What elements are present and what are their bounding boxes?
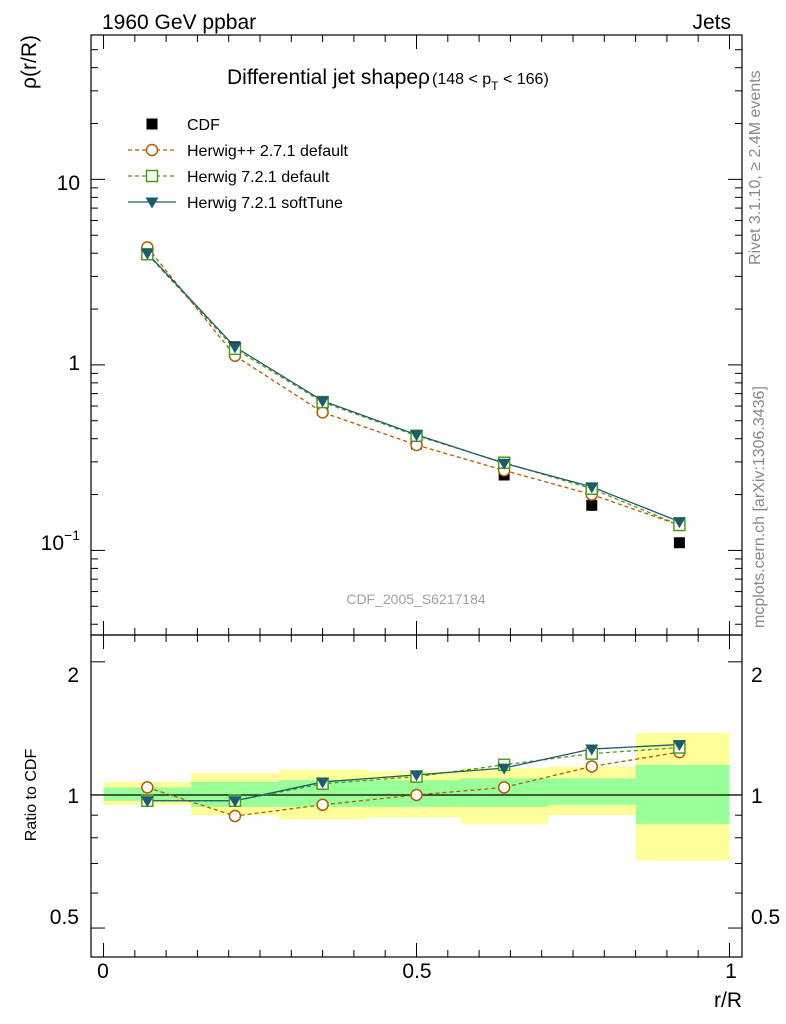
main-axis-ticks xyxy=(91,34,742,635)
xtick-label-0.5: 0.5 xyxy=(402,960,431,983)
ratio-band-inner-5 xyxy=(547,778,636,805)
ratio-ytick-label-1: 1 xyxy=(67,785,79,808)
ratio-ytick-label-2: 2 xyxy=(67,664,79,687)
ytick-label-10: 10 xyxy=(57,172,80,195)
ratio-point-0-4 xyxy=(497,781,511,794)
legend-marker-3 xyxy=(145,197,159,209)
ratio-panel: Ratio to CDF 2 1 0.5 2 1 0.5 0 0.5 1 r/R xyxy=(23,634,780,1012)
ratio-ytick-label-1-right: 1 xyxy=(751,785,763,808)
ratio-series-layer xyxy=(140,740,686,823)
ratio-point-2-4 xyxy=(497,763,511,775)
ratio-frame xyxy=(90,634,743,958)
legend-label-1: Herwig++ 2.7.1 default xyxy=(187,143,349,160)
main-point-3-4 xyxy=(497,458,511,470)
legend-label-3: Herwig 7.2.1 softTune xyxy=(187,195,343,212)
main-point-1-2 xyxy=(316,406,329,419)
ratio-point-0-3 xyxy=(410,788,423,802)
ratio-xtick-labels: 0 0.5 1 xyxy=(97,960,737,983)
ratio-band-inner-0 xyxy=(103,787,192,801)
xtick-label-1: 1 xyxy=(725,960,737,983)
ytick-label-1: 1 xyxy=(68,352,80,375)
ratio-point-2-3 xyxy=(410,770,423,782)
main-panel: ρ(r/R) 10 1 10−1 Differential jet shapeρ… xyxy=(18,34,743,636)
ytick-label-0.1-base: 10 xyxy=(41,532,64,555)
main-point-3-6 xyxy=(672,517,686,529)
main-point-0-6 xyxy=(673,537,685,549)
main-point-3-0 xyxy=(140,248,154,260)
ratio-point-0-1 xyxy=(228,809,242,823)
ratio-ytick-label-2-right: 2 xyxy=(751,664,763,687)
ratio-point-0-0 xyxy=(141,781,154,794)
main-point-3-5 xyxy=(585,482,599,494)
chart-title-main: Differential jet shapeρ xyxy=(227,66,430,89)
legend: CDF Herwig++ 2.7.1 default Herwig 7.2.1 de… xyxy=(128,117,349,212)
ratio-ytick-label-0.5-right: 0.5 xyxy=(751,906,780,929)
analysis-watermark: CDF_2005_S6217184 xyxy=(346,591,486,607)
legend-marker-0 xyxy=(146,118,158,130)
chart-title-range-open: (148 < p xyxy=(432,71,491,88)
xtick-label-0: 0 xyxy=(97,960,109,983)
main-ylabel: ρ(r/R) xyxy=(18,35,41,89)
ratio-point-2-6 xyxy=(672,740,686,752)
ratio-point-0-2 xyxy=(316,798,329,812)
mcplots-label: mcplots.cern.ch [arXiv:1306.3436] xyxy=(751,386,768,628)
ratio-band-inner-6 xyxy=(635,764,730,824)
ratio-point-2-0 xyxy=(140,796,154,808)
ratio-ytick-labels-left: 2 1 0.5 xyxy=(50,664,79,929)
main-series-line-3 xyxy=(146,252,680,523)
header-left: 1960 GeV ppbar xyxy=(102,11,256,34)
main-series-line-2 xyxy=(146,253,680,526)
chart-title: Differential jet shapeρ (148 < pT < 166) xyxy=(227,66,549,93)
chart-title-range-sub: T xyxy=(491,79,499,93)
ratio-point-2-5 xyxy=(585,744,599,756)
main-point-3-3 xyxy=(410,430,423,442)
main-point-3-2 xyxy=(316,396,330,408)
header-right: Jets xyxy=(692,11,731,34)
ratio-point-2-1 xyxy=(228,796,242,808)
ratio-point-2-2 xyxy=(316,777,330,789)
main-series-layer xyxy=(140,241,686,549)
ratio-ytick-label-0.5: 0.5 xyxy=(50,906,79,929)
rivet-label: Rivet 3.1.10, ≥ 2.4M events xyxy=(747,70,764,265)
main-point-0-5 xyxy=(586,499,598,511)
ytick-label-0.1: 10−1 xyxy=(41,527,81,555)
ratio-axis-ticks xyxy=(91,635,742,957)
main-ytick-labels: 10 1 10−1 xyxy=(41,172,81,555)
main-point-3-1 xyxy=(228,342,242,354)
ratio-ylabel: Ratio to CDF xyxy=(23,749,40,842)
legend-marker-2 xyxy=(145,169,159,183)
xlabel: r/R xyxy=(714,989,742,1012)
legend-marker-1 xyxy=(145,143,159,157)
legend-label-2: Herwig 7.2.1 default xyxy=(187,169,330,186)
ratio-ytick-labels-right: 2 1 0.5 xyxy=(751,664,780,929)
legend-label-0: CDF xyxy=(187,117,220,134)
main-series-line-1 xyxy=(146,246,680,526)
ratio-point-0-5 xyxy=(585,760,599,773)
ytick-label-0.1-exp: −1 xyxy=(64,527,80,543)
chart-title-range-close: < 166) xyxy=(499,71,549,88)
